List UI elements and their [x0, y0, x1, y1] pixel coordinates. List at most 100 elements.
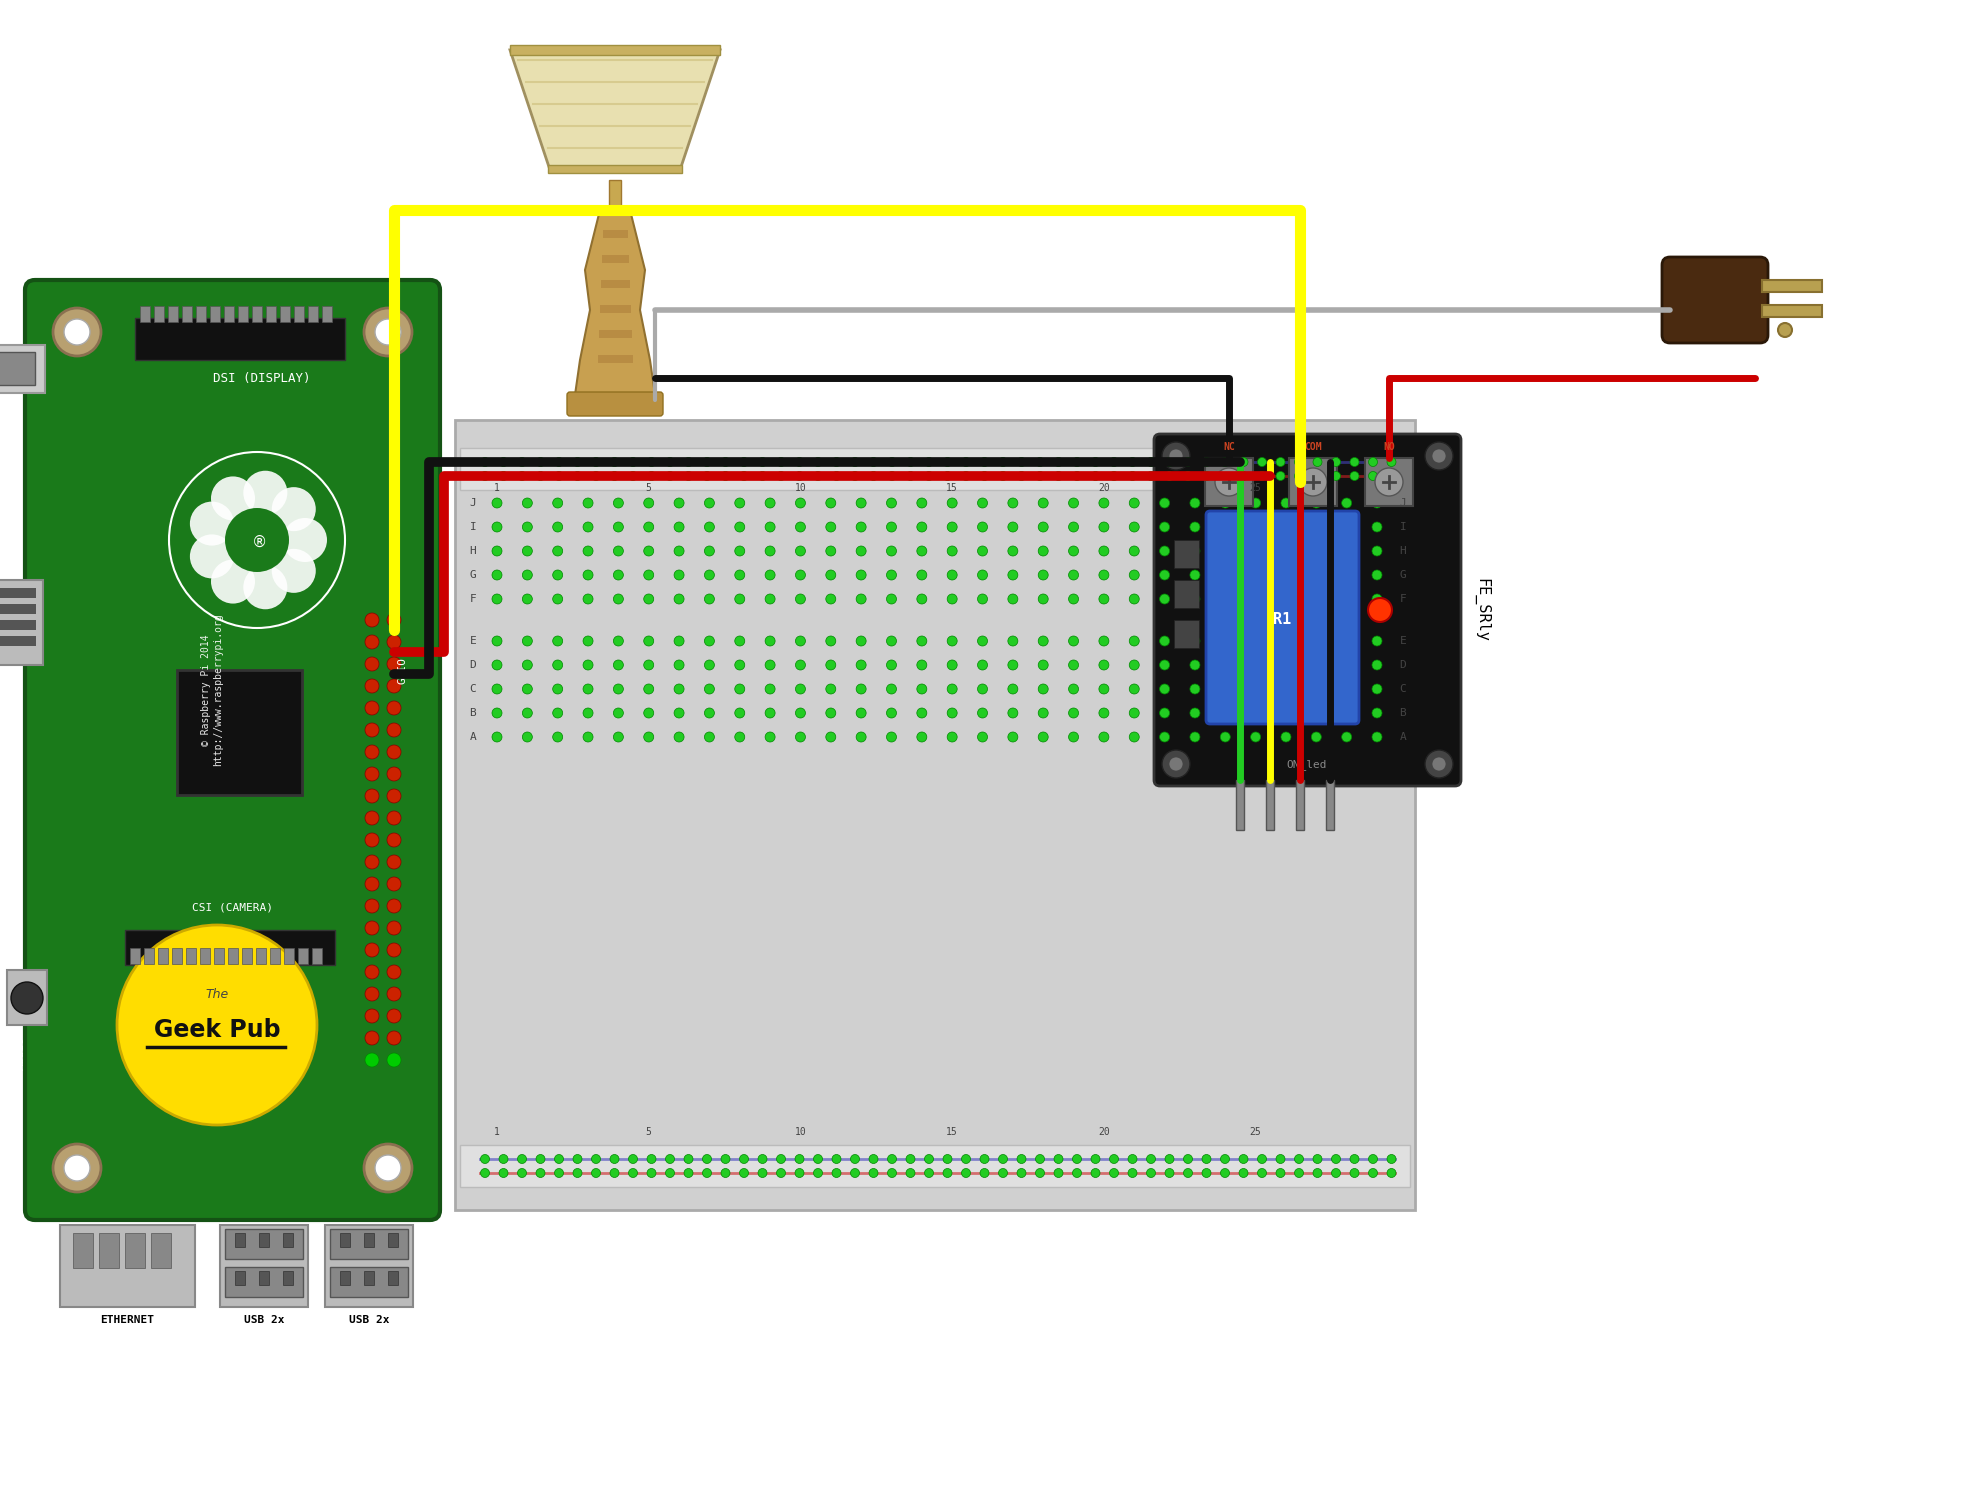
Circle shape — [1371, 733, 1383, 742]
Bar — [215, 947, 225, 964]
Circle shape — [1099, 709, 1109, 718]
Circle shape — [1312, 733, 1322, 742]
Circle shape — [906, 1155, 914, 1164]
Bar — [341, 1271, 351, 1285]
Bar — [211, 306, 221, 322]
Circle shape — [1280, 683, 1290, 694]
Circle shape — [573, 1155, 581, 1164]
Circle shape — [1342, 683, 1351, 694]
Circle shape — [886, 594, 896, 604]
Circle shape — [1369, 458, 1377, 467]
Circle shape — [492, 709, 502, 718]
Circle shape — [739, 1168, 749, 1177]
Circle shape — [1160, 570, 1170, 580]
Circle shape — [522, 546, 532, 557]
Circle shape — [979, 458, 989, 467]
Circle shape — [869, 471, 879, 480]
Circle shape — [386, 921, 402, 935]
Text: GPIO: GPIO — [398, 656, 408, 683]
Circle shape — [536, 1155, 546, 1164]
Circle shape — [364, 812, 378, 825]
Circle shape — [1342, 594, 1351, 604]
Bar — [238, 306, 248, 322]
Circle shape — [999, 471, 1007, 480]
Circle shape — [536, 471, 546, 480]
Circle shape — [364, 724, 378, 737]
Circle shape — [583, 570, 593, 580]
Circle shape — [948, 546, 957, 557]
Text: © Raspberry Pi 2014
http://www.raspberrypi.org: © Raspberry Pi 2014 http://www.raspberry… — [201, 613, 223, 767]
Bar — [181, 306, 191, 322]
Text: G: G — [1399, 570, 1407, 580]
Circle shape — [1184, 458, 1192, 467]
Circle shape — [386, 701, 402, 715]
Circle shape — [1239, 1155, 1249, 1164]
Circle shape — [977, 709, 987, 718]
Circle shape — [1342, 659, 1351, 670]
Circle shape — [1387, 1155, 1397, 1164]
Circle shape — [705, 498, 715, 507]
Circle shape — [1068, 522, 1078, 533]
Bar — [364, 1271, 374, 1285]
Bar — [1206, 458, 1253, 506]
Text: USB 2x: USB 2x — [349, 1314, 390, 1325]
Circle shape — [492, 498, 502, 507]
Circle shape — [364, 965, 378, 979]
Circle shape — [1221, 1168, 1229, 1177]
Circle shape — [1017, 1155, 1026, 1164]
Circle shape — [1369, 1155, 1377, 1164]
Text: ON_led: ON_led — [1286, 759, 1328, 770]
Circle shape — [948, 498, 957, 507]
Circle shape — [1129, 1155, 1137, 1164]
Circle shape — [364, 855, 378, 868]
Circle shape — [613, 546, 623, 557]
Circle shape — [758, 471, 766, 480]
Circle shape — [1054, 471, 1064, 480]
Circle shape — [825, 498, 835, 507]
Circle shape — [1371, 636, 1383, 646]
Bar — [234, 1232, 244, 1247]
FancyBboxPatch shape — [1206, 510, 1359, 724]
Circle shape — [1251, 522, 1261, 533]
Circle shape — [1129, 659, 1139, 670]
Circle shape — [764, 683, 774, 694]
Circle shape — [244, 565, 288, 609]
Circle shape — [646, 1155, 656, 1164]
Circle shape — [1184, 1155, 1192, 1164]
Circle shape — [977, 683, 987, 694]
Circle shape — [1129, 1168, 1137, 1177]
Circle shape — [1009, 594, 1018, 604]
Circle shape — [244, 471, 288, 515]
Circle shape — [825, 546, 835, 557]
Circle shape — [1202, 1168, 1212, 1177]
Circle shape — [1190, 546, 1200, 557]
Circle shape — [644, 733, 654, 742]
Circle shape — [1294, 471, 1304, 480]
Circle shape — [851, 1168, 859, 1177]
Circle shape — [1219, 522, 1231, 533]
Circle shape — [1038, 659, 1048, 670]
Circle shape — [796, 546, 806, 557]
Circle shape — [386, 988, 402, 1001]
Circle shape — [857, 636, 867, 646]
Circle shape — [1202, 458, 1212, 467]
Circle shape — [916, 659, 926, 670]
Bar — [325, 1225, 414, 1307]
Circle shape — [1371, 659, 1383, 670]
Circle shape — [961, 458, 971, 467]
Circle shape — [684, 471, 693, 480]
Text: 25: 25 — [1249, 483, 1261, 492]
Circle shape — [1239, 458, 1249, 467]
Circle shape — [1068, 594, 1078, 604]
Circle shape — [1099, 659, 1109, 670]
Circle shape — [1312, 458, 1322, 467]
Circle shape — [916, 570, 926, 580]
Circle shape — [522, 636, 532, 646]
Circle shape — [1036, 1168, 1044, 1177]
Circle shape — [705, 636, 715, 646]
Circle shape — [1342, 570, 1351, 580]
Bar — [284, 947, 294, 964]
Circle shape — [1129, 498, 1139, 507]
Circle shape — [825, 659, 835, 670]
Circle shape — [1219, 683, 1231, 694]
